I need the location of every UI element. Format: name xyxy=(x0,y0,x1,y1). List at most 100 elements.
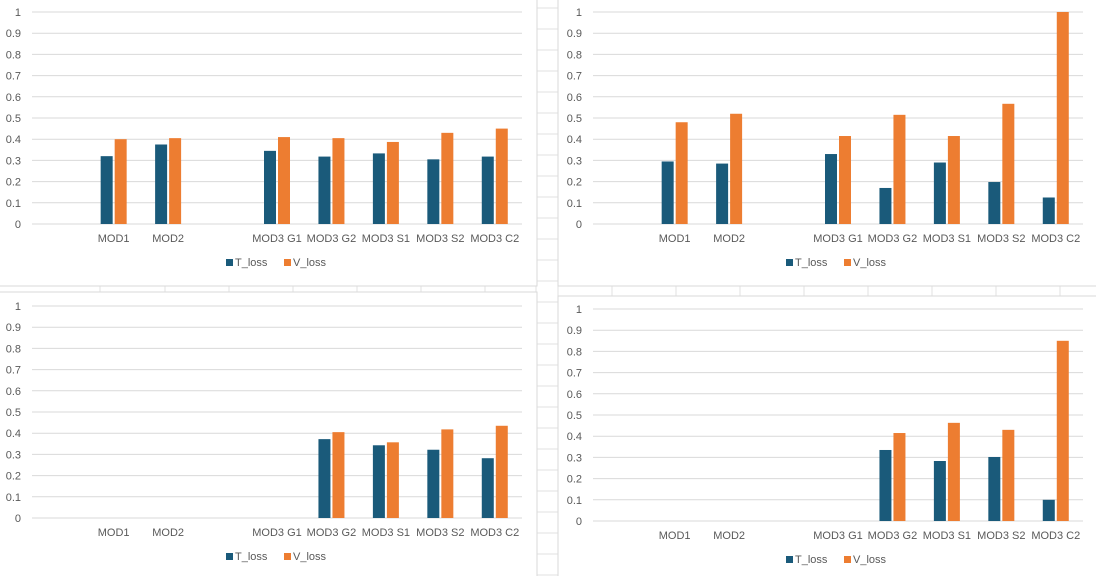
bar-v-loss xyxy=(893,433,906,521)
y-tick-label: 0.9 xyxy=(567,28,582,40)
x-tick-label: MOD3 C2 xyxy=(470,527,519,539)
x-tick-label: MOD3 C2 xyxy=(1031,233,1080,245)
legend-label: T_loss xyxy=(235,257,268,269)
legend-swatch-v-loss xyxy=(284,553,291,560)
x-tick-label: MOD3 S1 xyxy=(923,530,971,542)
legend-swatch-t-loss xyxy=(226,259,233,266)
y-tick-label: 0.8 xyxy=(567,346,582,358)
y-tick-label: 0.3 xyxy=(6,449,21,461)
y-tick-label: 0.3 xyxy=(567,452,582,464)
y-tick-label: 1 xyxy=(576,7,582,19)
legend-label: V_loss xyxy=(293,551,327,563)
x-tick-label: MOD3 G2 xyxy=(868,530,918,542)
x-tick-label: MOD3 S1 xyxy=(362,527,410,539)
y-tick-label: 0.8 xyxy=(6,49,21,61)
x-axis: MOD1 MOD2 MOD3 G1 MOD3 G2 MOD3 S1 MOD3 S2 MOD3… xyxy=(659,233,1080,245)
bar-t-loss xyxy=(879,449,892,521)
y-axis: 0 0.1 0.2 0.3 0.4 0.5 0.6 0.7 0.8 0.9 1 xyxy=(6,301,522,525)
y-tick-label: 0.5 xyxy=(567,113,582,125)
bar-v-loss xyxy=(1002,429,1015,521)
bar-v-loss xyxy=(495,425,508,518)
y-tick-label: 0.9 xyxy=(567,325,582,337)
x-tick-label: MOD1 xyxy=(98,527,130,539)
bars xyxy=(318,425,508,518)
bar-t-loss xyxy=(427,449,440,518)
legend-swatch-v-loss xyxy=(844,259,851,266)
legend: T_loss V_loss xyxy=(226,551,327,563)
bar-t-loss xyxy=(427,159,440,224)
y-tick-label: 0.7 xyxy=(567,368,582,380)
y-tick-label: 0.1 xyxy=(6,198,21,210)
y-tick-label: 0.8 xyxy=(6,343,21,355)
x-tick-label: MOD3 S2 xyxy=(416,527,464,539)
x-tick-label: MOD3 S2 xyxy=(977,233,1025,245)
bars xyxy=(661,12,1069,224)
x-axis: MOD1 MOD2 MOD3 G1 MOD3 G2 MOD3 S1 MOD3 S2 MOD3… xyxy=(98,233,519,245)
y-tick-label: 0 xyxy=(576,516,582,528)
x-axis: MOD1 MOD2 MOD3 G1 MOD3 G2 MOD3 S1 MOD3 S2 MOD3… xyxy=(98,527,519,539)
legend: T_loss V_loss xyxy=(786,257,887,269)
y-tick-label: 0 xyxy=(15,513,21,525)
y-tick-label: 0.2 xyxy=(6,471,21,483)
bar-v-loss xyxy=(947,422,960,521)
y-tick-label: 0.2 xyxy=(6,177,21,189)
x-tick-label: MOD3 G2 xyxy=(307,233,357,245)
legend-swatch-t-loss xyxy=(786,556,793,563)
legend-label: T_loss xyxy=(795,257,828,269)
x-tick-label: MOD1 xyxy=(659,233,691,245)
x-axis: MOD1 MOD2 MOD3 G1 MOD3 G2 MOD3 S1 MOD3 S2 MOD3… xyxy=(659,530,1080,542)
x-tick-label: MOD2 xyxy=(713,530,745,542)
bar-t-loss xyxy=(318,439,331,518)
y-tick-label: 0.7 xyxy=(567,71,582,83)
x-tick-label: MOD3 S1 xyxy=(362,233,410,245)
legend-label: V_loss xyxy=(853,554,887,566)
bar-v-loss xyxy=(1056,12,1069,224)
y-tick-label: 0.6 xyxy=(567,92,582,104)
y-tick-label: 0.1 xyxy=(567,198,582,210)
bar-v-loss xyxy=(947,136,960,224)
bar-t-loss xyxy=(155,144,168,224)
x-tick-label: MOD3 G2 xyxy=(868,233,918,245)
legend-swatch-t-loss xyxy=(226,553,233,560)
legend-label: T_loss xyxy=(795,554,828,566)
bar-v-loss xyxy=(730,113,743,224)
y-axis: 0 0.1 0.2 0.3 0.4 0.5 0.6 0.7 0.8 0.9 1 xyxy=(567,304,1083,528)
y-tick-label: 0.3 xyxy=(6,155,21,167)
y-tick-label: 0 xyxy=(15,219,21,231)
bar-v-loss xyxy=(278,137,290,224)
x-tick-label: MOD3 G2 xyxy=(307,527,357,539)
y-tick-label: 1 xyxy=(15,7,21,19)
x-tick-label: MOD1 xyxy=(98,233,130,245)
bars xyxy=(100,128,508,224)
y-tick-label: 0.5 xyxy=(6,407,21,419)
bar-t-loss xyxy=(481,458,494,518)
y-tick-label: 1 xyxy=(576,304,582,316)
bar-v-loss xyxy=(1056,340,1069,521)
bar-t-loss xyxy=(933,461,946,521)
x-tick-label: MOD3 G1 xyxy=(813,530,863,542)
bar-t-loss xyxy=(372,445,385,518)
legend-swatch-v-loss xyxy=(284,259,291,266)
bar-v-loss xyxy=(441,429,454,518)
bar-v-loss xyxy=(114,139,127,224)
bar-t-loss xyxy=(1042,197,1055,224)
legend: T_loss V_loss xyxy=(786,554,887,566)
y-tick-label: 1 xyxy=(15,301,21,313)
x-tick-label: MOD3 G1 xyxy=(252,527,302,539)
y-axis: 0 0.1 0.2 0.3 0.4 0.5 0.6 0.7 0.8 0.9 1 xyxy=(567,7,1083,231)
y-tick-label: 0.4 xyxy=(6,428,21,440)
y-tick-label: 0.1 xyxy=(6,492,21,504)
bar-t-loss xyxy=(264,150,276,224)
bar-v-loss xyxy=(332,138,345,224)
bar-t-loss xyxy=(825,154,837,224)
legend-swatch-v-loss xyxy=(844,556,851,563)
y-tick-label: 0.4 xyxy=(567,134,582,146)
bar-v-loss xyxy=(839,136,851,224)
bar-v-loss xyxy=(169,138,182,224)
x-tick-label: MOD2 xyxy=(713,233,745,245)
y-tick-label: 0.6 xyxy=(6,386,21,398)
y-tick-label: 0.6 xyxy=(6,92,21,104)
y-tick-label: 0.2 xyxy=(567,177,582,189)
